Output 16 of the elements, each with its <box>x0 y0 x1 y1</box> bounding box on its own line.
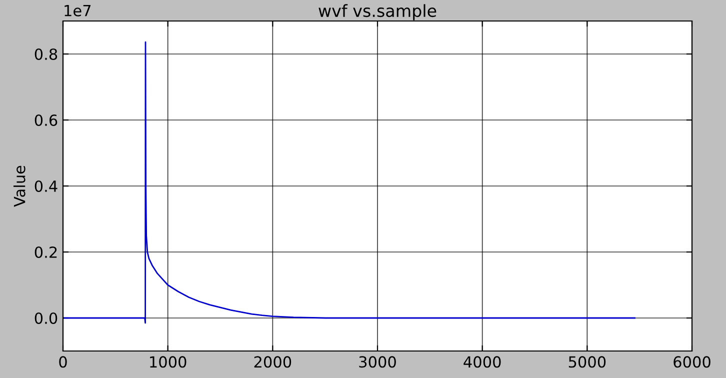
y-axis-title: Value <box>14 166 26 207</box>
text: 1e7 <box>64 5 91 16</box>
y-tick-label: 0.0 <box>34 312 58 324</box>
chart-title: wvf vs.sample <box>318 4 436 20</box>
x-tick-label: 6000 <box>674 356 710 368</box>
y-tick-label: 0.6 <box>34 114 58 126</box>
y-tick-label: 0.2 <box>34 246 57 258</box>
x-tick-label: 0 <box>59 356 67 368</box>
x-tick-label: 1000 <box>150 356 186 368</box>
line-series <box>63 41 636 324</box>
x-tick-label: 5000 <box>568 356 606 368</box>
y-tick-label: 0.8 <box>34 48 58 60</box>
x-tick-label: 2000 <box>254 356 292 368</box>
x-tick-label: 4000 <box>464 356 501 368</box>
x-tick-label: 3000 <box>359 356 396 368</box>
y-tick-label: 0.4 <box>34 180 58 192</box>
